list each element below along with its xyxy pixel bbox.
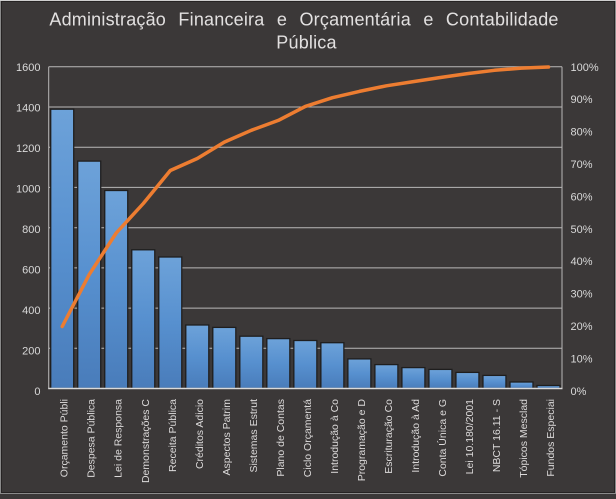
svg-text:Introdução à Co: Introdução à Co <box>329 399 341 474</box>
svg-text:100%: 100% <box>571 62 599 74</box>
svg-text:Despesa Pública: Despesa Pública <box>86 399 98 478</box>
svg-text:Créditos Adicio: Créditos Adicio <box>194 399 206 469</box>
svg-text:70%: 70% <box>571 159 593 171</box>
svg-text:Escrituração Co: Escrituração Co <box>383 399 395 474</box>
svg-text:1600: 1600 <box>16 62 40 74</box>
svg-text:1200: 1200 <box>16 143 40 155</box>
svg-text:Introdução à Ad: Introdução à Ad <box>410 399 422 473</box>
svg-text:1000: 1000 <box>16 183 40 195</box>
svg-text:80%: 80% <box>571 127 593 139</box>
svg-text:Administração Financeira e Orç: Administração Financeira e Orçamentária … <box>49 10 558 30</box>
svg-text:Ciclo Orçamentá: Ciclo Orçamentá <box>302 399 314 477</box>
svg-text:Sistemas Estrut: Sistemas Estrut <box>248 399 260 473</box>
svg-text:1400: 1400 <box>16 102 40 114</box>
svg-text:40%: 40% <box>571 256 593 268</box>
svg-text:30%: 30% <box>571 289 593 301</box>
svg-text:10%: 10% <box>571 354 593 366</box>
svg-text:0%: 0% <box>571 386 587 398</box>
svg-text:Orçamento Públi: Orçamento Públi <box>59 399 71 477</box>
svg-text:50%: 50% <box>571 224 593 236</box>
svg-text:Lei 10.180/2001: Lei 10.180/2001 <box>464 399 476 474</box>
svg-text:0: 0 <box>34 386 40 398</box>
svg-text:Pública: Pública <box>276 33 337 53</box>
svg-text:600: 600 <box>22 264 40 276</box>
svg-text:20%: 20% <box>571 321 593 333</box>
svg-text:60%: 60% <box>571 191 593 203</box>
svg-text:Aspectos Patrim: Aspectos Patrim <box>221 399 233 476</box>
svg-text:200: 200 <box>22 345 40 357</box>
svg-text:Conta Única e G: Conta Única e G <box>436 399 449 477</box>
svg-text:Tópicos Mesclad: Tópicos Mesclad <box>518 399 530 478</box>
svg-text:Demonstrações C: Demonstrações C <box>140 399 152 483</box>
svg-text:Programação e D: Programação e D <box>356 399 368 482</box>
svg-text:Fundos Especiai: Fundos Especiai <box>545 399 557 477</box>
svg-text:800: 800 <box>22 224 40 236</box>
svg-text:400: 400 <box>22 305 40 317</box>
svg-text:NBCT 16.11 - S: NBCT 16.11 - S <box>491 399 503 472</box>
svg-text:Plano de Contas: Plano de Contas <box>275 399 287 477</box>
svg-text:Receita Pública: Receita Pública <box>167 399 179 472</box>
svg-text:Lei de Responsa: Lei de Responsa <box>113 399 125 478</box>
svg-text:90%: 90% <box>571 94 593 106</box>
